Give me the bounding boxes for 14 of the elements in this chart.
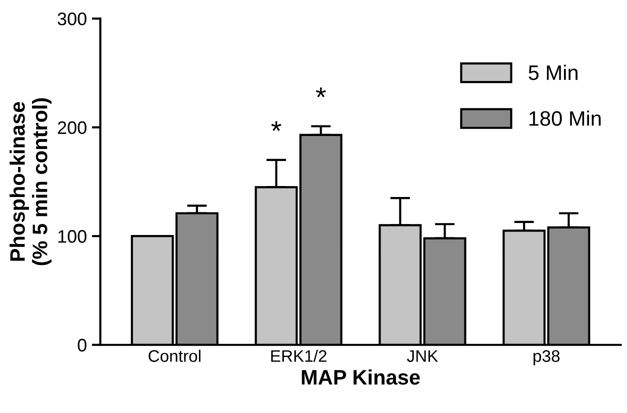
y-tick-label: 200 xyxy=(58,121,86,134)
y-axis-title: Phospho-kinase (% 5 min control) xyxy=(10,98,52,266)
x-tick-label: p38 xyxy=(534,350,560,366)
x-axis-title: MAP Kinase xyxy=(302,369,420,385)
annotation: * xyxy=(271,121,282,131)
legend-label: 180 Min xyxy=(529,110,601,126)
y-tick-label: 0 xyxy=(78,338,86,352)
y-tick-label: 100 xyxy=(58,230,86,243)
annotation: * xyxy=(316,87,326,98)
y-tick-label: 300 xyxy=(58,12,86,26)
x-tick-label: ERK1/2 xyxy=(271,350,326,362)
x-tick-label: JNK xyxy=(406,350,438,362)
x-tick-label: Control xyxy=(148,350,200,362)
legend-label: 5 Min xyxy=(528,64,578,80)
